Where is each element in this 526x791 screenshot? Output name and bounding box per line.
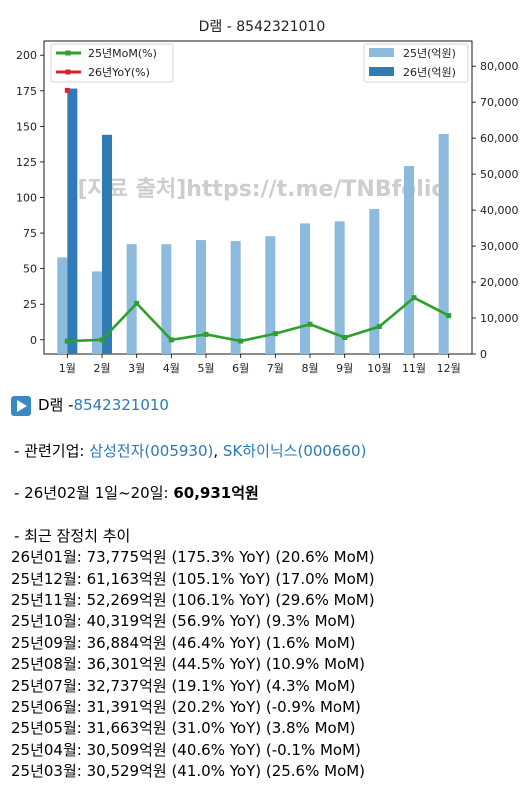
left-tick-label: 0 <box>30 334 37 347</box>
x-tick-label: 2월 <box>93 362 110 375</box>
mom-point <box>376 324 382 330</box>
trend-record: 25년08월: 36,301억원 (44.5% YoY) (10.9% MoM) <box>11 655 366 674</box>
x-tick-label: 7월 <box>267 362 284 375</box>
mom-point <box>99 337 105 343</box>
left-tick-label: 75 <box>23 227 37 240</box>
x-tick-label: 10월 <box>367 362 391 375</box>
bar-25 <box>369 208 380 354</box>
trend-records: 26년01월: 73,775억원 (175.3% YoY) (20.6% MoM… <box>0 547 526 782</box>
bar-25 <box>126 244 137 354</box>
company-link-samsung[interactable]: 삼성전자(005930) <box>89 442 214 460</box>
mom-point <box>168 337 174 343</box>
x-tick-label: 8월 <box>301 362 318 375</box>
mom-line <box>67 296 450 343</box>
mom-point <box>307 321 313 327</box>
trend-record: 25년05월: 31,663억원 (31.0% YoY) (3.8% MoM) <box>11 719 356 738</box>
right-tick-label: 30,000 <box>480 240 519 253</box>
trend-record: 25년04월: 30,509억원 (40.6% YoY) (-0.1% MoM) <box>11 740 361 759</box>
related-companies: - 관련기업: 삼성전자(005930), SK하이닉스(000660) <box>0 441 526 462</box>
dram-export-chart: D램 - 8542321010 [자료 출처]https://t.me/TNBf… <box>16 19 519 375</box>
x-tick-label: 3월 <box>128 362 145 375</box>
trend-record: 25년10월: 40,319억원 (56.9% YoY) (9.3% MoM) <box>11 612 356 631</box>
right-tick-label: 60,000 <box>480 132 519 145</box>
bar-25 <box>57 257 68 354</box>
legend-yoy-marker <box>65 69 71 75</box>
legend-26-swatch <box>369 67 394 76</box>
left-tick-label: 100 <box>16 192 37 205</box>
x-tick-label: 11월 <box>402 362 426 375</box>
x-tick-label: 9월 <box>336 362 353 375</box>
left-tick-label: 125 <box>16 156 37 169</box>
trend-record: 25년11월: 52,269억원 (106.1% YoY) (29.6% MoM… <box>11 591 375 610</box>
trend-record: 25년03월: 30,529억원 (41.0% YoY) (25.6% MoM) <box>11 762 366 781</box>
bar-25 <box>438 133 449 354</box>
play-button-icon <box>11 396 31 416</box>
post-body: D램 - 8542321010 - 관련기업: 삼성전자(005930), SK… <box>0 392 526 783</box>
left-tick-label: 150 <box>16 120 37 133</box>
legend-left: 25년MoM(%) 26년YoY(%) <box>50 43 174 83</box>
mom-point <box>134 300 140 306</box>
right-tick-label: 10,000 <box>480 312 519 325</box>
left-tick-label: 50 <box>23 263 37 276</box>
legend-26-label: 26년(억원) <box>403 66 456 79</box>
left-tick-label: 175 <box>16 85 37 98</box>
trend-record: 25년06월: 31,391억원 (20.2% YoY) (-0.9% MoM) <box>11 698 361 717</box>
current-label: - 26년02월 1일~20일: <box>14 484 174 503</box>
mom-point <box>411 295 417 301</box>
post-heading: D램 - 8542321010 <box>0 392 526 420</box>
legend-25-label: 25년(억원) <box>403 47 456 60</box>
current-value: 60,931억원 <box>173 484 259 503</box>
trend-record: 26년01월: 73,775억원 (175.3% YoY) (20.6% MoM… <box>11 548 375 567</box>
trend-record: 25년07월: 32,737억원 (19.1% YoY) (4.3% MoM) <box>11 676 356 695</box>
bar-25 <box>265 236 276 354</box>
x-tick-label: 6월 <box>232 362 249 375</box>
x-tick-label: 4월 <box>163 362 180 375</box>
bar-25 <box>92 271 102 354</box>
right-tick-label: 70,000 <box>480 96 519 109</box>
right-tick-label: 80,000 <box>480 60 519 73</box>
trend-record: 25년12월: 61,163억원 (105.1% YoY) (17.0% MoM… <box>11 569 375 588</box>
bar-25 <box>300 223 310 354</box>
yoy-point <box>64 87 70 93</box>
company-link-skhynix[interactable]: SK하이닉스(000660) <box>222 442 367 460</box>
legend-mom-label: 25년MoM(%) <box>88 47 157 60</box>
legend-25-swatch <box>369 48 394 57</box>
bar-25 <box>334 221 345 354</box>
trend-record: 25년09월: 36,884억원 (46.4% YoY) (1.6% MoM) <box>11 633 356 652</box>
x-tick-label: 12월 <box>437 362 461 375</box>
related-separator: , <box>213 442 223 460</box>
related-label: - 관련기업: <box>14 442 90 460</box>
bar-26 <box>67 88 78 355</box>
mom-point <box>64 338 70 344</box>
heading-label: D램 - <box>38 396 74 415</box>
trend-header: - 최근 잠정치 추이 <box>14 526 131 545</box>
right-tick-label: 40,000 <box>480 204 519 217</box>
bar-25 <box>230 241 241 354</box>
bar-25 <box>404 165 414 354</box>
current-period: - 26년02월 1일~20일: 60,931억원 <box>0 483 526 504</box>
mom-point <box>203 331 209 337</box>
legend-right: 25년(억원) 26년(억원) <box>363 43 469 83</box>
hs-code-link[interactable]: 8542321010 <box>73 396 169 415</box>
chart-title: D램 - 8542321010 <box>199 19 326 35</box>
mom-point <box>272 331 278 337</box>
bar-25 <box>161 244 172 354</box>
right-tick-label: 20,000 <box>480 276 519 289</box>
legend-yoy-label: 26년YoY(%) <box>88 66 150 79</box>
right-tick-label: 50,000 <box>480 168 519 181</box>
x-tick-label: 5월 <box>197 362 214 375</box>
left-tick-label: 200 <box>16 49 37 62</box>
mom-point <box>238 338 244 344</box>
x-tick-label: 1월 <box>59 362 76 375</box>
legend-mom-marker <box>65 50 71 56</box>
left-tick-label: 25 <box>23 298 37 311</box>
right-tick-label: 0 <box>480 348 487 361</box>
mom-point <box>446 313 452 319</box>
bar-26 <box>102 134 112 354</box>
watermark: [자료 출처]https://t.me/TNBfolio <box>78 177 447 202</box>
mom-point <box>342 334 348 340</box>
bar-25 <box>196 240 206 354</box>
